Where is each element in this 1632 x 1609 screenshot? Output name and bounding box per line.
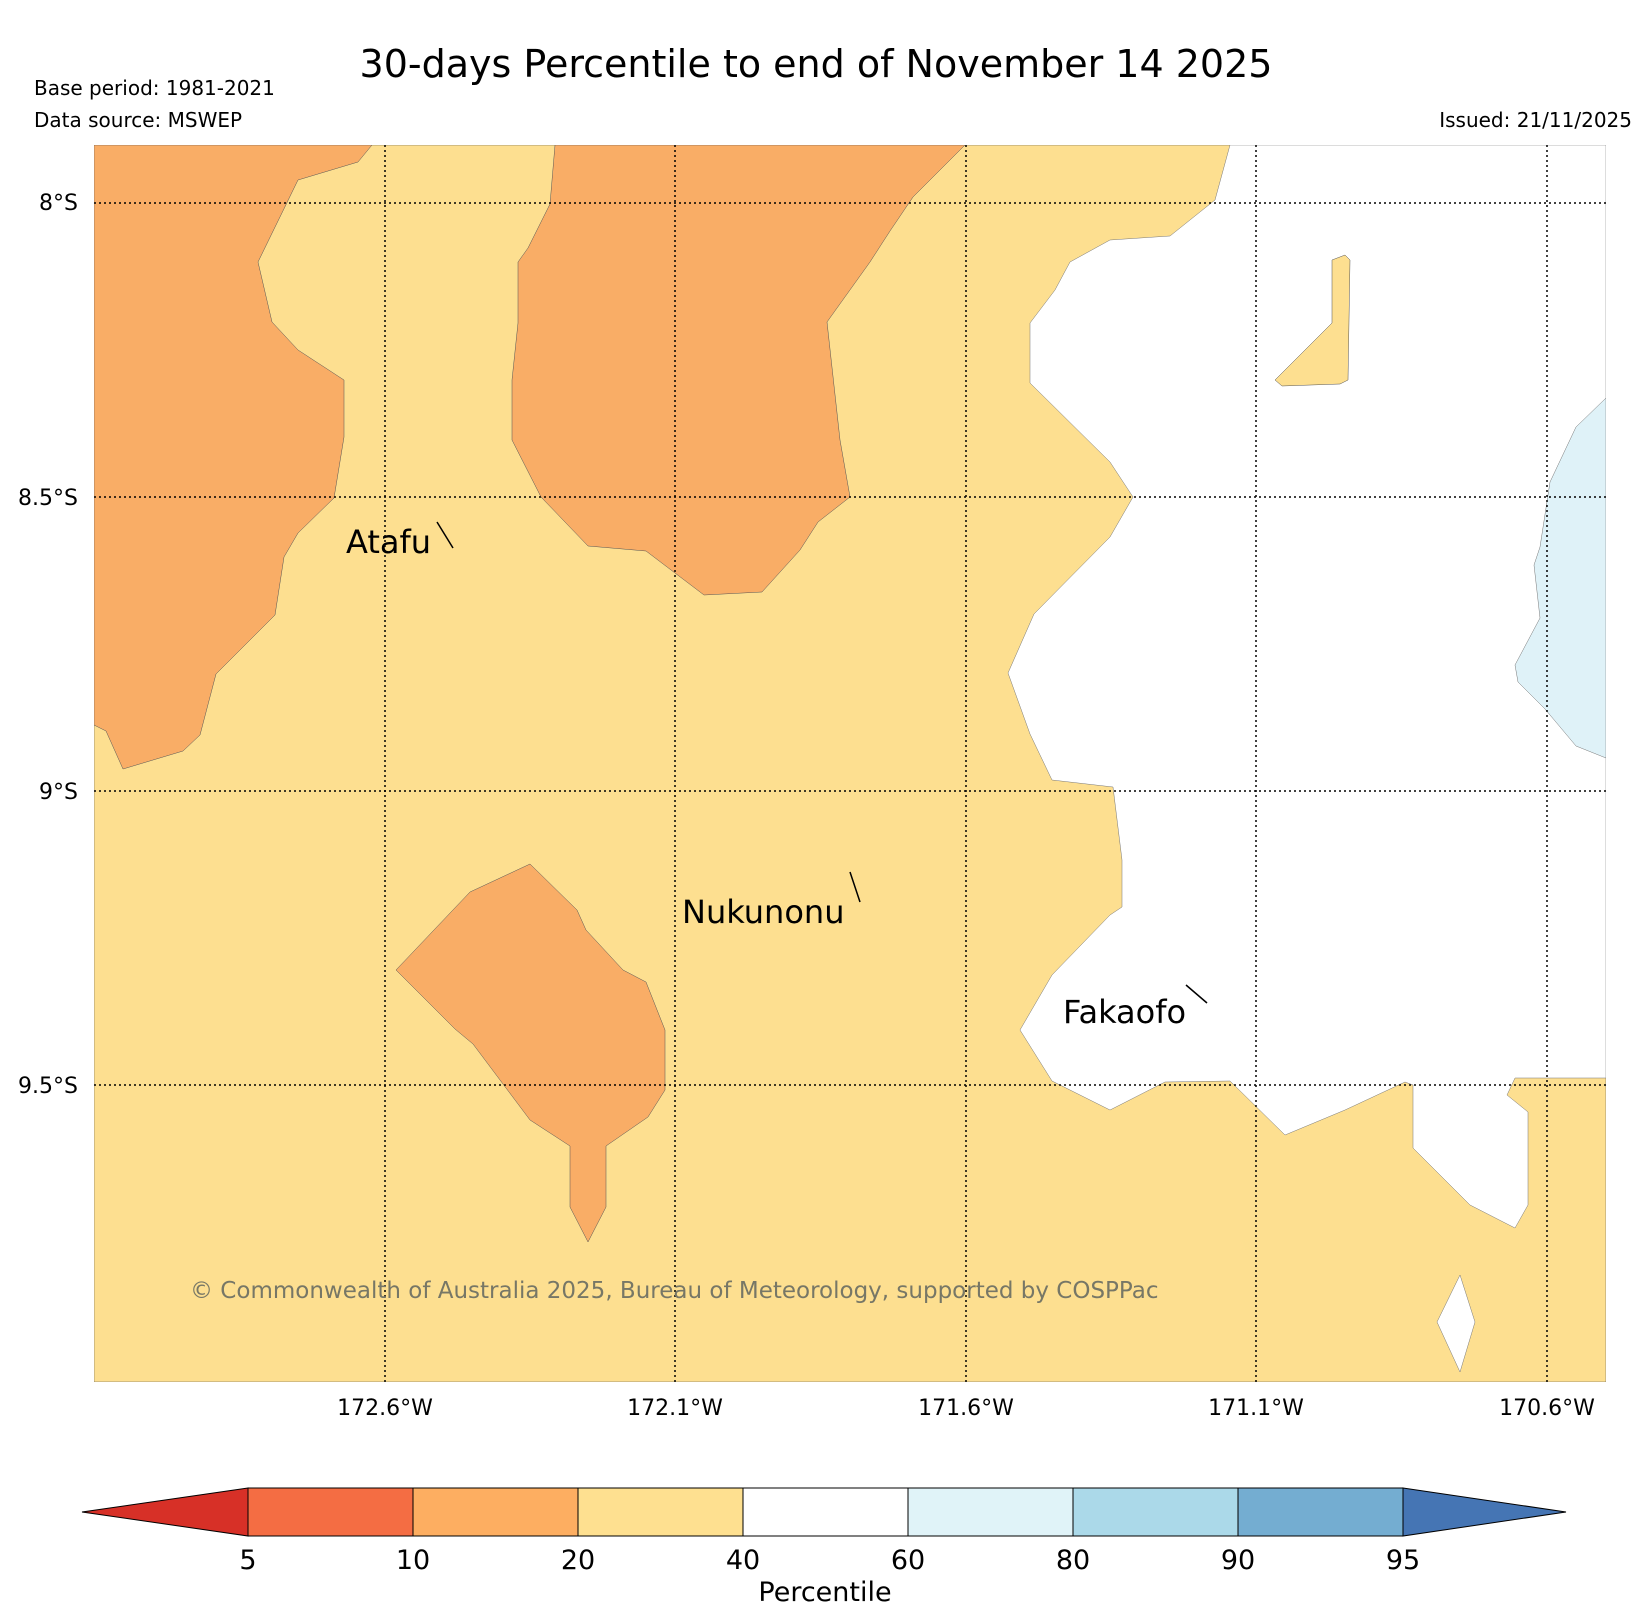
region-10-20-west — [94, 145, 373, 770]
lon-label-172-6w: 172.6°W — [337, 1396, 433, 1421]
colorbar-tick-20: 20 — [561, 1545, 595, 1576]
colorbar-tick-80: 80 — [1056, 1545, 1090, 1576]
place-label-atafu: Atafu — [346, 523, 431, 561]
issued-date: Issued: 21/11/2025 — [1439, 108, 1632, 132]
region-40-60-east — [1007, 145, 1606, 1229]
region-10-20-north — [511, 145, 966, 596]
map-title: 30-days Percentile to end of November 14… — [359, 42, 1273, 86]
colorbar-tick-95: 95 — [1386, 1545, 1420, 1576]
colorbar-extend-high — [1402, 1487, 1567, 1537]
colorbar-tick-90: 90 — [1221, 1545, 1255, 1576]
copyright-text: © Commonwealth of Australia 2025, Bureau… — [190, 1278, 1159, 1304]
data-source: Data source: MSWEP — [34, 108, 243, 132]
lat-label-8s: 8°S — [39, 191, 78, 216]
atoll-marker-atafu — [436, 521, 454, 549]
atoll-marker-fakaofo — [1185, 984, 1208, 1004]
colorbar-tick-60: 60 — [891, 1545, 925, 1576]
lat-label-9s: 9°S — [39, 780, 78, 805]
lat-label-9-5s: 9.5°S — [18, 1074, 78, 1099]
colorbar-bin-5-10 — [247, 1487, 414, 1537]
colorbar-tick-5: 5 — [239, 1545, 256, 1576]
colorbar-bin-10-20 — [412, 1487, 579, 1537]
lon-label-171-1w: 171.1°W — [1208, 1396, 1304, 1421]
region-10-20-south — [395, 863, 666, 1243]
lon-label-172-1w: 172.1°W — [627, 1396, 723, 1421]
atoll-marker-nukunonu — [849, 871, 861, 903]
colorbar-bin-80-90 — [1072, 1487, 1239, 1537]
colorbar-bin-60-80 — [907, 1487, 1074, 1537]
region-60-80-east — [1514, 397, 1606, 759]
colorbar-bin-40-60 — [742, 1487, 909, 1537]
lon-label-170-6w: 170.6°W — [1499, 1396, 1595, 1421]
region-20-40-island — [1274, 254, 1351, 387]
colorbar-bin-20-40 — [577, 1487, 744, 1537]
base-period: Base period: 1981-2021 — [34, 76, 275, 100]
colorbar-bin-90-95 — [1237, 1487, 1404, 1537]
place-label-nukunonu: Nukunonu — [682, 893, 844, 931]
colorbar-extend-low — [81, 1487, 249, 1537]
colorbar-label: Percentile — [758, 1577, 891, 1608]
lat-label-8-5s: 8.5°S — [18, 486, 78, 511]
colorbar-tick-10: 10 — [396, 1545, 430, 1576]
region-40-60-diamond — [1436, 1274, 1476, 1373]
colorbar: 5 10 20 40 60 80 90 95 Percentile — [81, 1487, 1567, 1608]
lon-label-171-6w: 171.6°W — [918, 1396, 1014, 1421]
graticule — [94, 145, 1606, 1382]
map-plot-area — [94, 145, 1606, 1382]
place-label-fakaofo: Fakaofo — [1063, 993, 1186, 1031]
colorbar-tick-40: 40 — [726, 1545, 760, 1576]
